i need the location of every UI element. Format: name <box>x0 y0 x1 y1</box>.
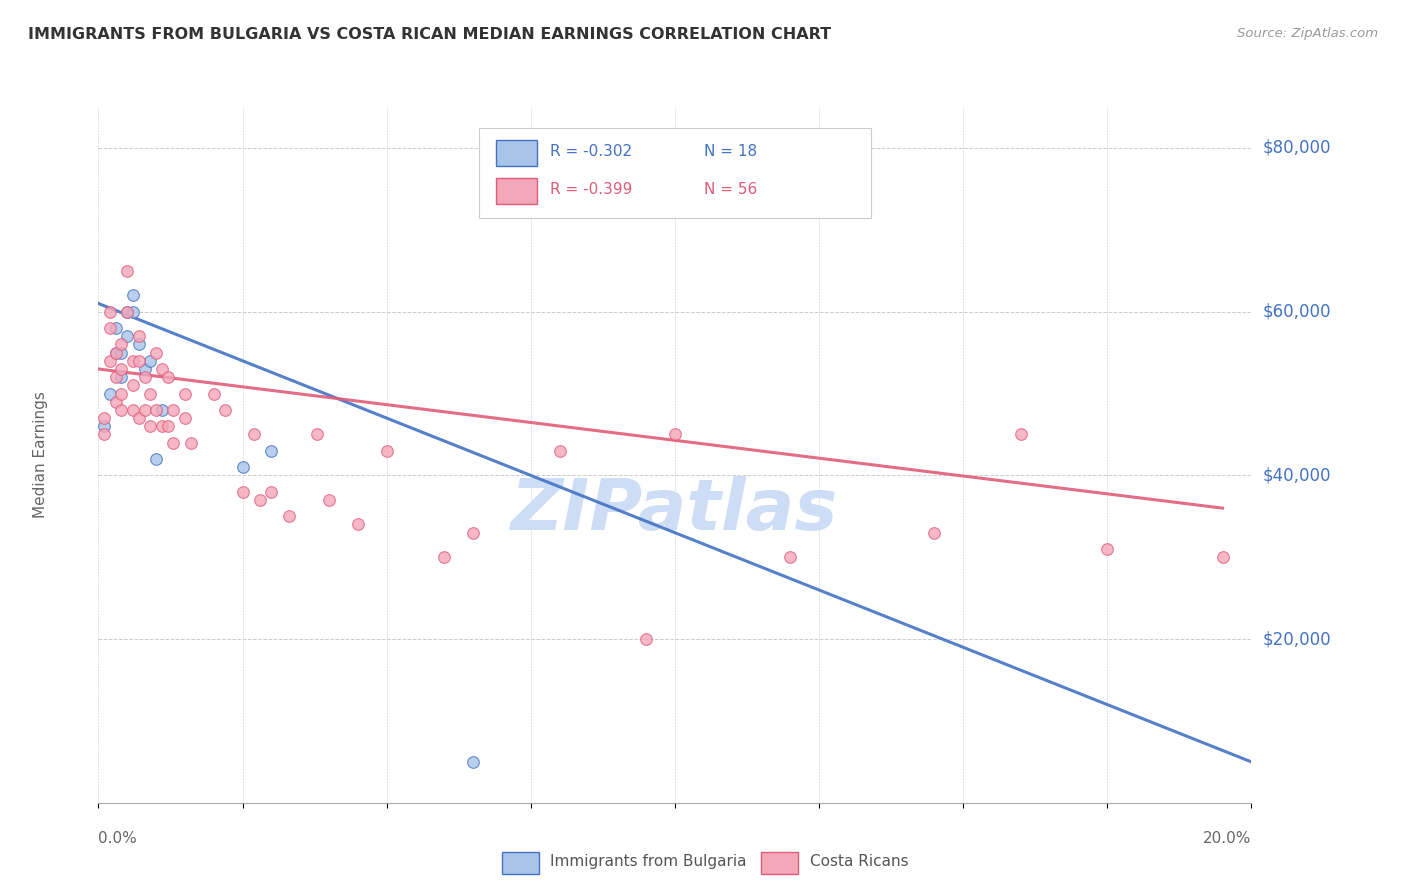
Point <box>214 403 236 417</box>
Text: Source: ZipAtlas.com: Source: ZipAtlas.com <box>1237 27 1378 40</box>
Point <box>128 337 150 351</box>
Point <box>260 484 283 499</box>
Point <box>174 386 197 401</box>
Point <box>104 394 127 409</box>
Point <box>122 304 145 318</box>
Text: IMMIGRANTS FROM BULGARIA VS COSTA RICAN MEDIAN EARNINGS CORRELATION CHART: IMMIGRANTS FROM BULGARIA VS COSTA RICAN … <box>28 27 831 42</box>
Text: Immigrants from Bulgaria: Immigrants from Bulgaria <box>550 855 747 870</box>
Point <box>260 443 283 458</box>
Point <box>461 755 484 769</box>
Point <box>202 386 225 401</box>
Point <box>307 427 329 442</box>
Point <box>98 386 121 401</box>
Text: $20,000: $20,000 <box>1263 630 1331 648</box>
Point <box>249 492 271 507</box>
Point <box>162 435 184 450</box>
Text: $80,000: $80,000 <box>1263 139 1331 157</box>
Point <box>150 362 173 376</box>
Point <box>128 353 150 368</box>
Point <box>277 509 299 524</box>
Point <box>145 403 167 417</box>
Point <box>156 370 179 384</box>
Point <box>110 337 132 351</box>
Point <box>375 443 398 458</box>
Text: 20.0%: 20.0% <box>1204 830 1251 846</box>
Point <box>134 370 156 384</box>
Text: R = -0.399: R = -0.399 <box>550 182 633 197</box>
Text: Median Earnings: Median Earnings <box>34 392 48 518</box>
Point <box>243 427 266 442</box>
Point <box>110 386 132 401</box>
Point <box>433 550 456 565</box>
Point <box>145 345 167 359</box>
Point <box>922 525 945 540</box>
Point <box>110 370 132 384</box>
Point <box>93 419 115 434</box>
Point <box>139 353 162 368</box>
Point <box>548 443 571 458</box>
Point <box>1097 542 1119 557</box>
Point <box>162 403 184 417</box>
Point <box>180 435 202 450</box>
Point <box>98 353 121 368</box>
Point <box>104 370 127 384</box>
Point <box>128 329 150 343</box>
Point <box>122 403 145 417</box>
Point <box>104 345 127 359</box>
Point <box>150 419 173 434</box>
Point <box>461 525 484 540</box>
Point <box>110 403 132 417</box>
Point <box>110 362 132 376</box>
Text: ZIPatlas: ZIPatlas <box>512 476 838 545</box>
Text: N = 56: N = 56 <box>704 182 756 197</box>
Point <box>139 419 162 434</box>
Point <box>98 304 121 318</box>
Point <box>664 427 686 442</box>
FancyBboxPatch shape <box>479 128 870 219</box>
Point <box>636 632 658 646</box>
Point <box>122 353 145 368</box>
Point <box>145 452 167 467</box>
Text: R = -0.302: R = -0.302 <box>550 145 633 159</box>
Text: $40,000: $40,000 <box>1263 467 1331 484</box>
FancyBboxPatch shape <box>496 178 537 204</box>
FancyBboxPatch shape <box>496 140 537 166</box>
Point <box>779 550 801 565</box>
Point <box>104 321 127 335</box>
Point <box>117 329 138 343</box>
Point <box>98 321 121 335</box>
Point <box>1212 550 1234 565</box>
Point <box>156 419 179 434</box>
Point <box>139 386 162 401</box>
Text: Costa Ricans: Costa Ricans <box>810 855 908 870</box>
Point <box>110 345 132 359</box>
Point <box>346 517 368 532</box>
Point <box>122 378 145 392</box>
Point <box>150 403 173 417</box>
Point <box>117 304 138 318</box>
Point <box>117 264 138 278</box>
Point <box>128 411 150 425</box>
FancyBboxPatch shape <box>762 852 799 874</box>
Point <box>93 427 115 442</box>
Point <box>174 411 197 425</box>
Point <box>134 403 156 417</box>
Point <box>231 460 254 475</box>
Point <box>117 304 138 318</box>
FancyBboxPatch shape <box>502 852 538 874</box>
Text: N = 18: N = 18 <box>704 145 756 159</box>
Text: $60,000: $60,000 <box>1263 302 1331 321</box>
Point <box>122 288 145 302</box>
Point <box>134 362 156 376</box>
Point <box>1010 427 1032 442</box>
Point <box>93 411 115 425</box>
Point <box>231 484 254 499</box>
Point <box>104 345 127 359</box>
Text: 0.0%: 0.0% <box>98 830 138 846</box>
Point <box>318 492 340 507</box>
